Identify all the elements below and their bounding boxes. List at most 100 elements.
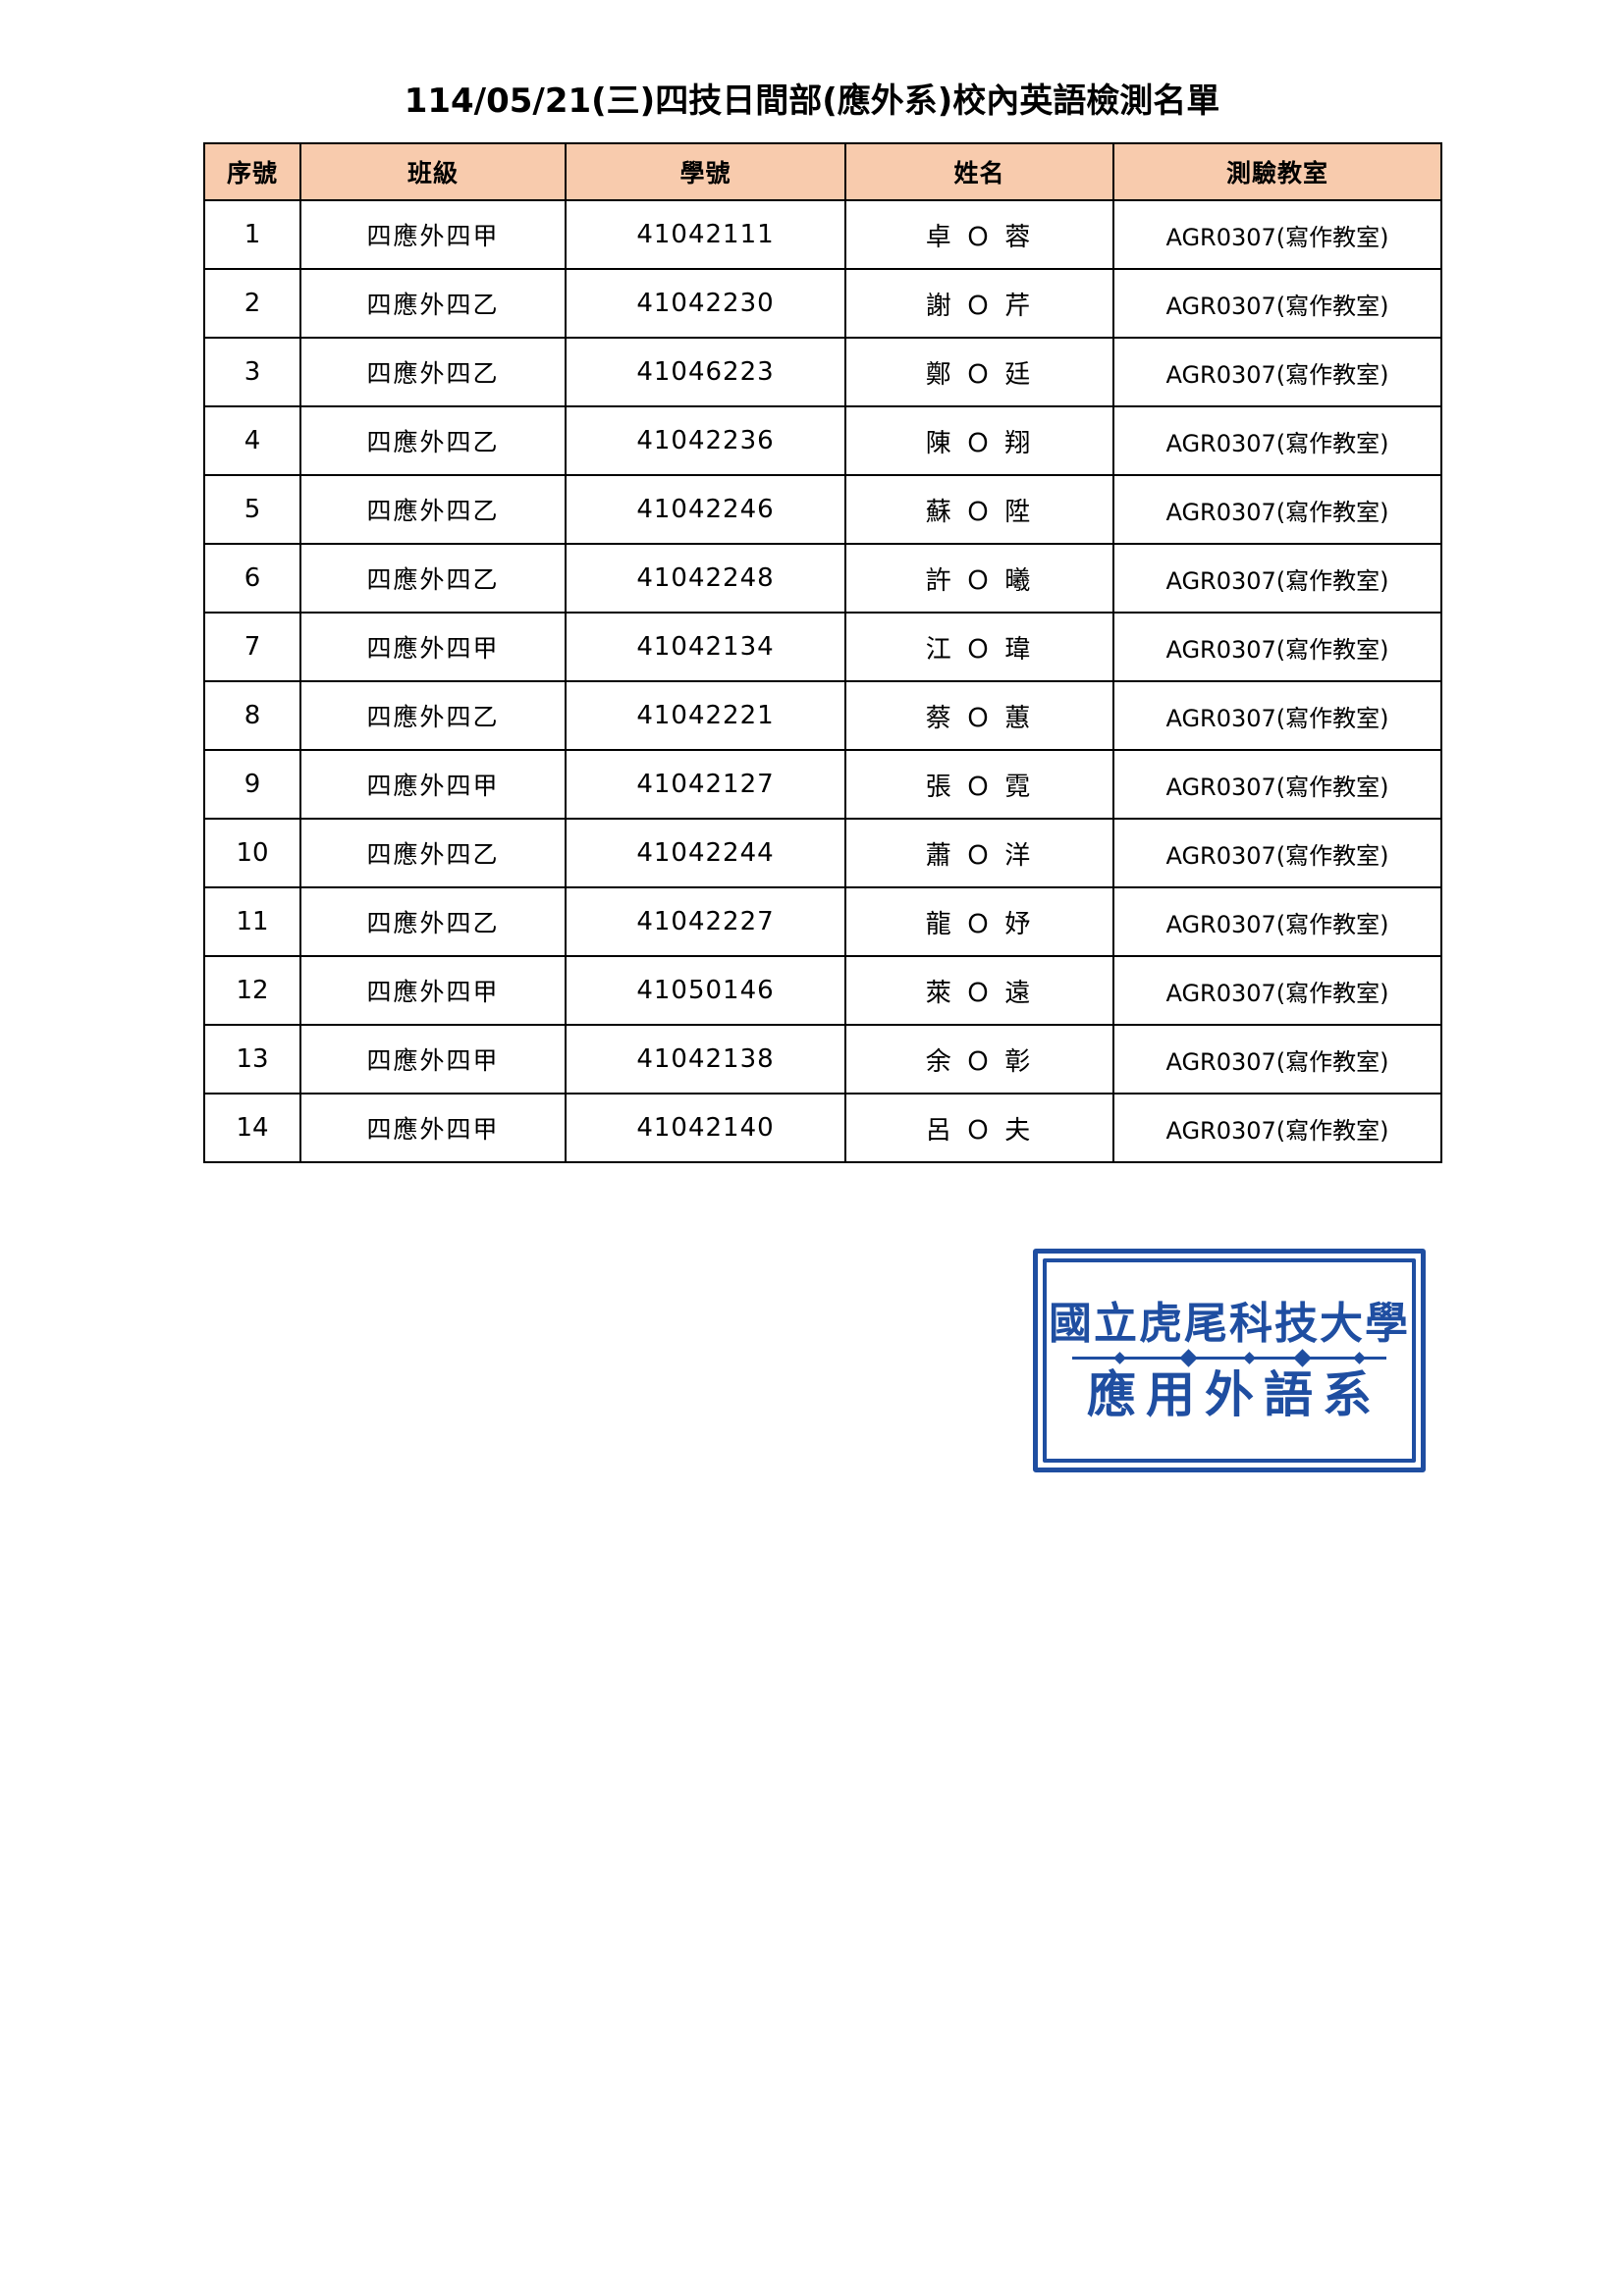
table-row: 5 四應外四乙 41042246 蘇 Ｏ 陞 AGR0307(寫作教室)	[203, 474, 1442, 545]
cell-seq: 11	[203, 886, 301, 957]
cell-class: 四應外四乙	[299, 474, 567, 545]
cell-class: 四應外四甲	[299, 612, 567, 682]
cell-student-id: 41042127	[565, 749, 846, 820]
cell-seq: 8	[203, 680, 301, 751]
cell-room: AGR0307(寫作教室)	[1112, 405, 1442, 476]
cell-class: 四應外四乙	[299, 818, 567, 888]
cell-room: AGR0307(寫作教室)	[1112, 955, 1442, 1026]
table-row: 6 四應外四乙 41042248 許 Ｏ 曦 AGR0307(寫作教室)	[203, 543, 1442, 614]
cell-student-id: 41046223	[565, 337, 846, 407]
cell-seq: 5	[203, 474, 301, 545]
cell-name: 卓 Ｏ 蓉	[844, 199, 1114, 270]
cell-student-id: 41050146	[565, 955, 846, 1026]
cell-seq: 4	[203, 405, 301, 476]
table-row: 4 四應外四乙 41042236 陳 Ｏ 翔 AGR0307(寫作教室)	[203, 405, 1442, 476]
cell-class: 四應外四乙	[299, 543, 567, 614]
cell-seq: 3	[203, 337, 301, 407]
cell-class: 四應外四甲	[299, 199, 567, 270]
cell-room: AGR0307(寫作教室)	[1112, 749, 1442, 820]
roster-table: 序號 班級 學號 姓名 測驗教室 1 四應外四甲 41042111 卓 Ｏ 蓉 …	[203, 142, 1442, 1163]
table-row: 14 四應外四甲 41042140 呂 Ｏ 夫 AGR0307(寫作教室)	[203, 1093, 1442, 1163]
table-header: 序號 班級 學號 姓名 測驗教室	[203, 142, 1442, 201]
cell-room: AGR0307(寫作教室)	[1112, 1024, 1442, 1095]
cell-name: 蕭 Ｏ 洋	[844, 818, 1114, 888]
column-header-seq: 序號	[203, 142, 301, 201]
cell-room: AGR0307(寫作教室)	[1112, 474, 1442, 545]
table-row: 1 四應外四甲 41042111 卓 Ｏ 蓉 AGR0307(寫作教室)	[203, 199, 1442, 270]
seal-divider-ornament	[1072, 1348, 1386, 1367]
cell-student-id: 41042134	[565, 612, 846, 682]
cell-name: 呂 Ｏ 夫	[844, 1093, 1114, 1163]
table-row: 2 四應外四乙 41042230 謝 Ｏ 芹 AGR0307(寫作教室)	[203, 268, 1442, 339]
official-seal-stamp: 國立虎尾科技大學 應用外語系	[1033, 1249, 1426, 1472]
page-title: 114/05/21(三)四技日間部(應外系)校內英語檢測名單	[404, 81, 1220, 121]
cell-name: 龍 Ｏ 妤	[844, 886, 1114, 957]
cell-seq: 7	[203, 612, 301, 682]
cell-seq: 10	[203, 818, 301, 888]
table-row: 9 四應外四甲 41042127 張 Ｏ 霓 AGR0307(寫作教室)	[203, 749, 1442, 820]
column-header-class: 班級	[299, 142, 567, 201]
cell-name: 蔡 Ｏ 蕙	[844, 680, 1114, 751]
table-header-row: 序號 班級 學號 姓名 測驗教室	[203, 142, 1442, 201]
cell-seq: 2	[203, 268, 301, 339]
cell-name: 陳 Ｏ 翔	[844, 405, 1114, 476]
table-row: 11 四應外四乙 41042227 龍 Ｏ 妤 AGR0307(寫作教室)	[203, 886, 1442, 957]
cell-name: 江 Ｏ 瑋	[844, 612, 1114, 682]
cell-class: 四應外四甲	[299, 1093, 567, 1163]
seal-outer-border	[1033, 1249, 1426, 1472]
column-header-room: 測驗教室	[1112, 142, 1442, 201]
table-row: 7 四應外四甲 41042134 江 Ｏ 瑋 AGR0307(寫作教室)	[203, 612, 1442, 682]
cell-student-id: 41042248	[565, 543, 846, 614]
column-header-name: 姓名	[844, 142, 1114, 201]
cell-class: 四應外四甲	[299, 749, 567, 820]
cell-student-id: 41042244	[565, 818, 846, 888]
cell-student-id: 41042236	[565, 405, 846, 476]
cell-class: 四應外四乙	[299, 405, 567, 476]
table-row: 8 四應外四乙 41042221 蔡 Ｏ 蕙 AGR0307(寫作教室)	[203, 680, 1442, 751]
cell-student-id: 41042221	[565, 680, 846, 751]
cell-room: AGR0307(寫作教室)	[1112, 268, 1442, 339]
table-row: 12 四應外四甲 41050146 萊 Ｏ 遠 AGR0307(寫作教室)	[203, 955, 1442, 1026]
table-body: 1 四應外四甲 41042111 卓 Ｏ 蓉 AGR0307(寫作教室) 2 四…	[203, 199, 1442, 1163]
cell-room: AGR0307(寫作教室)	[1112, 612, 1442, 682]
cell-room: AGR0307(寫作教室)	[1112, 818, 1442, 888]
cell-name: 許 Ｏ 曦	[844, 543, 1114, 614]
cell-class: 四應外四乙	[299, 268, 567, 339]
cell-class: 四應外四乙	[299, 886, 567, 957]
cell-room: AGR0307(寫作教室)	[1112, 1093, 1442, 1163]
cell-room: AGR0307(寫作教室)	[1112, 199, 1442, 270]
table-row: 3 四應外四乙 41046223 鄭 Ｏ 廷 AGR0307(寫作教室)	[203, 337, 1442, 407]
cell-student-id: 41042140	[565, 1093, 846, 1163]
cell-student-id: 41042111	[565, 199, 846, 270]
roster-table-container: 序號 班級 學號 姓名 測驗教室 1 四應外四甲 41042111 卓 Ｏ 蓉 …	[203, 142, 1442, 1163]
cell-name: 萊 Ｏ 遠	[844, 955, 1114, 1026]
cell-student-id: 41042227	[565, 886, 846, 957]
cell-class: 四應外四乙	[299, 680, 567, 751]
cell-seq: 14	[203, 1093, 301, 1163]
seal-inner-border: 國立虎尾科技大學 應用外語系	[1043, 1258, 1416, 1463]
cell-student-id: 41042246	[565, 474, 846, 545]
table-row: 13 四應外四甲 41042138 余 Ｏ 彰 AGR0307(寫作教室)	[203, 1024, 1442, 1095]
table-row: 10 四應外四乙 41042244 蕭 Ｏ 洋 AGR0307(寫作教室)	[203, 818, 1442, 888]
cell-room: AGR0307(寫作教室)	[1112, 886, 1442, 957]
cell-seq: 1	[203, 199, 301, 270]
cell-seq: 12	[203, 955, 301, 1026]
cell-class: 四應外四乙	[299, 337, 567, 407]
cell-class: 四應外四甲	[299, 955, 567, 1026]
cell-room: AGR0307(寫作教室)	[1112, 543, 1442, 614]
cell-student-id: 41042230	[565, 268, 846, 339]
seal-department-name: 應用外語系	[1087, 1365, 1381, 1423]
cell-name: 謝 Ｏ 芹	[844, 268, 1114, 339]
cell-class: 四應外四甲	[299, 1024, 567, 1095]
cell-student-id: 41042138	[565, 1024, 846, 1095]
column-header-student-id: 學號	[565, 142, 846, 201]
cell-name: 鄭 Ｏ 廷	[844, 337, 1114, 407]
cell-room: AGR0307(寫作教室)	[1112, 680, 1442, 751]
seal-university-name: 國立虎尾科技大學	[1049, 1298, 1410, 1349]
cell-seq: 9	[203, 749, 301, 820]
cell-seq: 6	[203, 543, 301, 614]
cell-room: AGR0307(寫作教室)	[1112, 337, 1442, 407]
cell-name: 余 Ｏ 彰	[844, 1024, 1114, 1095]
cell-seq: 13	[203, 1024, 301, 1095]
